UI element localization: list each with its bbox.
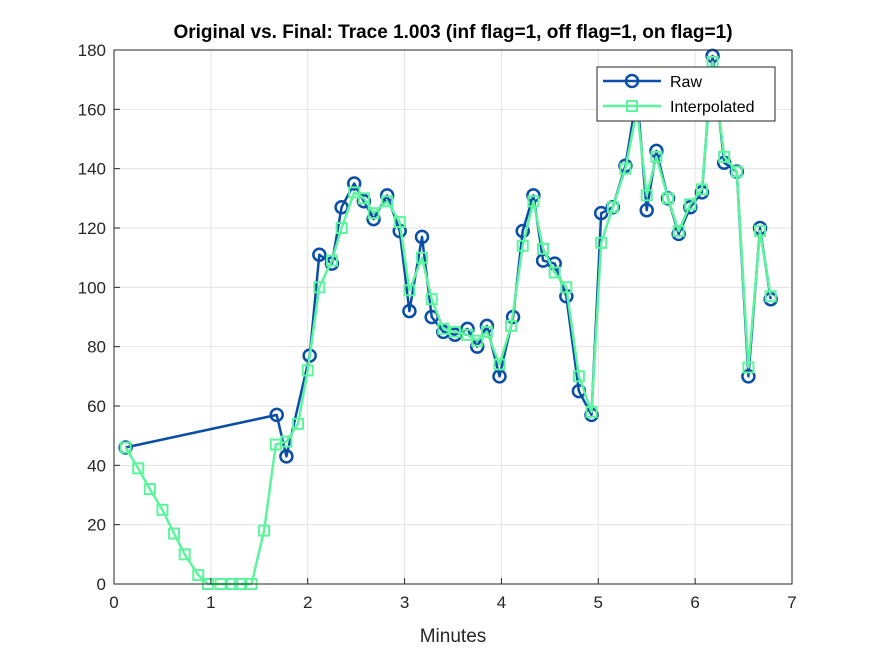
data-point-raw (402, 303, 417, 319)
data-point-interpolated (437, 322, 450, 335)
data-point-interpolated (650, 150, 663, 163)
data-point-interpolated (548, 266, 561, 279)
data-point-interpolated (156, 503, 169, 516)
data-point-interpolated (301, 364, 314, 377)
x-tick-labels: 0 1 2 3 4 5 6 7 (109, 593, 796, 612)
data-point-raw (515, 223, 530, 239)
data-point-interpolated (560, 281, 573, 294)
legend: Raw Interpolated (596, 66, 776, 122)
x-tick-label: 5 (594, 593, 603, 612)
data-point-interpolated (619, 162, 632, 175)
data-point-interpolated (695, 183, 708, 196)
x-tick-label: 6 (690, 593, 699, 612)
data-point-interpolated (425, 293, 438, 306)
data-point-interpolated (640, 189, 653, 202)
data-point-interpolated (448, 325, 461, 338)
axis-ticks (113, 49, 793, 585)
data-point-interpolated (143, 483, 156, 496)
data-point-raw (269, 407, 284, 423)
data-point-interpolated (730, 165, 743, 178)
data-point-interpolated (357, 192, 370, 205)
y-tick-label: 160 (78, 100, 106, 119)
data-point-interpolated (313, 281, 326, 294)
data-point-interpolated (280, 435, 293, 448)
data-point-interpolated (572, 370, 585, 383)
y-tick-label: 60 (87, 397, 106, 416)
data-point-interpolated (119, 441, 132, 454)
data-point-interpolated (178, 548, 191, 561)
data-point-interpolated (367, 207, 380, 220)
data-point-interpolated (393, 216, 406, 229)
data-point-interpolated (416, 251, 429, 264)
data-point-interpolated (493, 358, 506, 371)
legend-interpolated-label: Interpolated (670, 99, 755, 116)
x-tick-label: 2 (303, 593, 312, 612)
data-point-interpolated (516, 239, 529, 252)
data-point-interpolated (684, 198, 697, 211)
data-point-raw (346, 176, 362, 191)
y-tick-labels: 0 20 40 60 80 100 120 140 160 180 (78, 41, 106, 594)
data-point-interpolated (718, 150, 731, 163)
x-tick-label: 4 (497, 593, 506, 612)
data-point-raw (312, 247, 327, 262)
y-tick-label: 40 (87, 456, 106, 475)
data-point-interpolated (606, 201, 619, 214)
data-point-raw (334, 199, 349, 215)
y-tick-label: 80 (87, 338, 106, 357)
x-tick-label: 3 (400, 593, 409, 612)
plot-frame (113, 49, 793, 585)
data-point-interpolated (595, 236, 608, 249)
data-point-interpolated (662, 192, 675, 205)
data-point-raw (741, 369, 756, 384)
data-point-interpolated (132, 462, 145, 475)
plot-area (114, 50, 792, 584)
data-point-interpolated (471, 334, 484, 347)
data-point-raw (414, 229, 430, 245)
chart-title: Original vs. Final: Trace 1.003 (inf fla… (173, 22, 732, 43)
data-point-interpolated (258, 524, 271, 537)
x-tick-label: 1 (206, 593, 215, 612)
data-point-interpolated (585, 405, 598, 418)
y-tick-label: 0 (97, 575, 106, 594)
data-point-raw (279, 449, 294, 464)
data-point-raw (639, 202, 654, 218)
data-point-interpolated (335, 222, 348, 234)
data-point-raw (547, 256, 562, 271)
data-point-interpolated (672, 224, 685, 237)
data-point-interpolated (292, 417, 305, 430)
data-point-interpolated (505, 319, 518, 332)
data-point-interpolated (764, 290, 777, 303)
data-point-interpolated (381, 195, 394, 208)
x-tick-label: 7 (787, 593, 796, 612)
legend-raw-label: Raw (670, 74, 702, 91)
series-layer (118, 48, 778, 590)
legend-interpolated-marker (626, 100, 638, 112)
data-point-interpolated (192, 569, 205, 582)
data-point-interpolated (742, 361, 755, 374)
y-tick-label: 140 (78, 160, 106, 179)
y-tick-label: 180 (78, 41, 106, 60)
x-axis-label: Minutes (420, 626, 487, 647)
y-tick-label: 120 (78, 219, 106, 238)
data-point-interpolated (537, 242, 550, 255)
y-tick-label: 100 (78, 278, 106, 297)
y-tick-label: 20 (87, 516, 106, 535)
data-point-interpolated (168, 527, 181, 540)
data-point-interpolated (527, 195, 540, 208)
data-point-interpolated (754, 224, 767, 237)
data-point-interpolated (403, 284, 416, 297)
legend-raw-marker (624, 73, 640, 89)
data-point-interpolated (325, 254, 338, 267)
x-tick-label: 0 (109, 593, 118, 612)
data-point-interpolated (480, 325, 493, 338)
